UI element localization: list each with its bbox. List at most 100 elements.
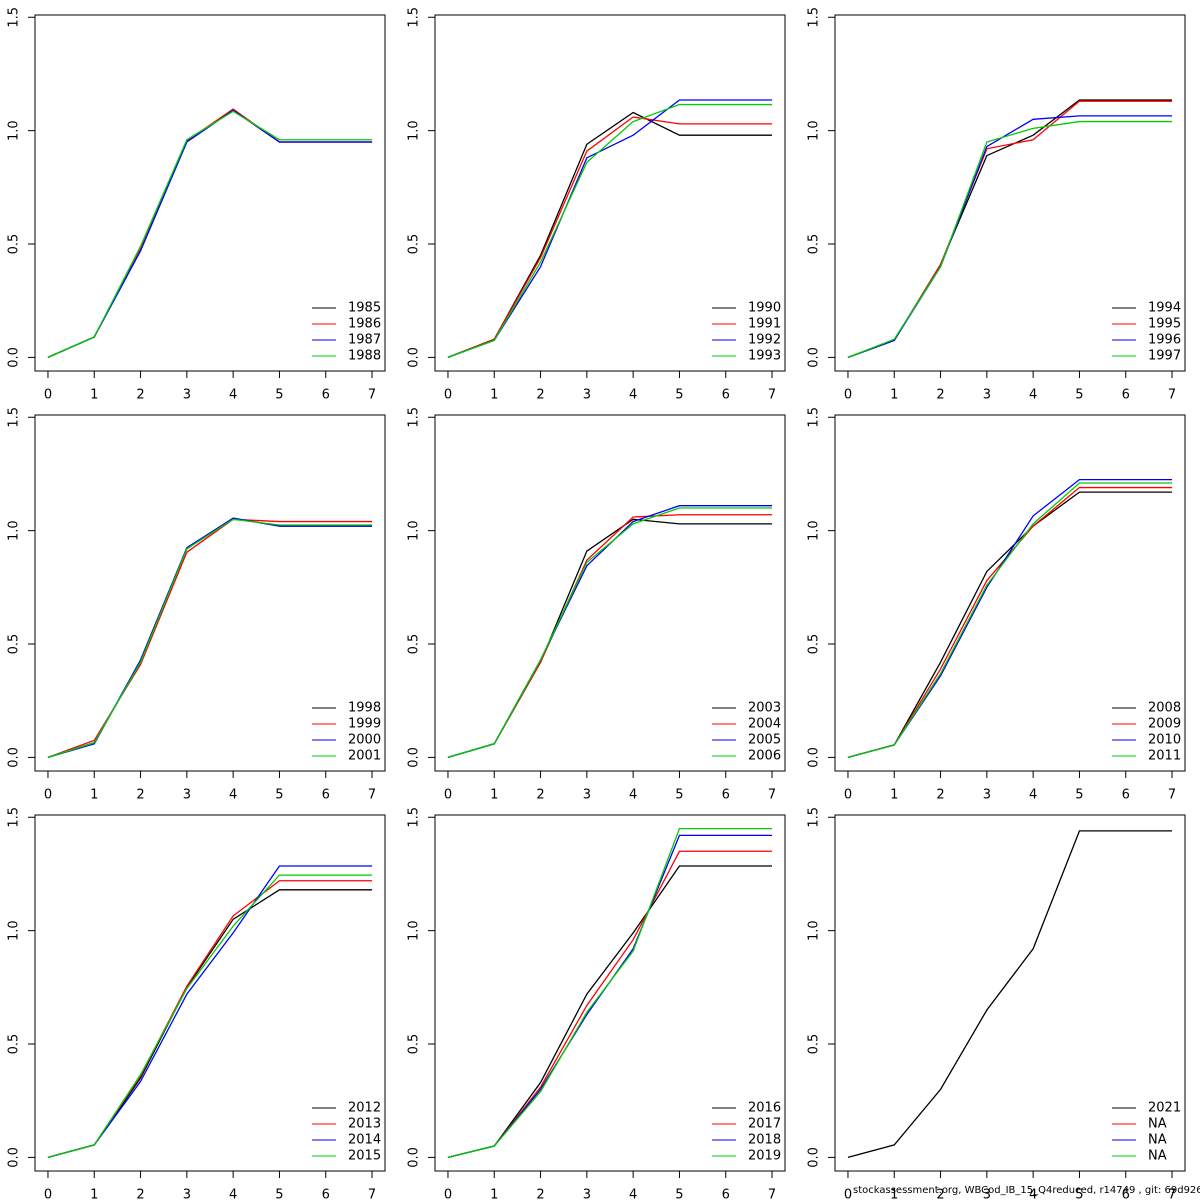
x-tick-label: 1 [890,388,898,403]
legend-label: NA [1148,1117,1167,1132]
x-tick-label: 4 [229,788,237,803]
y-tick-label: 1.5 [7,407,22,428]
x-tick-label: 1 [890,1188,898,1200]
series-line [447,99,773,359]
series-line [47,109,373,358]
x-tick-label: 7 [368,388,376,403]
legend-label: 2001 [348,749,381,764]
legend-label: 1993 [748,349,781,364]
series-line [47,110,373,358]
y-tick-label: 1.5 [807,7,822,28]
x-tick-label: 7 [768,788,776,803]
legend-label: 1999 [348,717,381,732]
x-tick-label: 3 [983,388,991,403]
x-tick-label: 0 [444,1188,452,1200]
x-tick-label: 3 [183,1188,191,1200]
y-tick-label: 1.5 [807,807,822,828]
plot-frame [834,14,1186,372]
legend-label: 1992 [748,333,781,348]
x-tick-label: 5 [675,1188,683,1200]
series-line [447,865,773,1159]
x-tick-label: 5 [275,1188,283,1200]
series-line [47,518,373,759]
y-tick-label: 1.5 [407,807,422,828]
series-line [47,889,373,1159]
plot-frame [834,814,1186,1172]
x-tick-label: 3 [983,1188,991,1200]
y-tick-label: 0.5 [7,234,22,255]
legend-label: 1987 [348,333,381,348]
legend-label: 2000 [348,733,381,748]
x-tick-label: 7 [1168,788,1176,803]
x-tick-label: 2 [136,388,144,403]
y-tick-label: 1.0 [807,120,822,141]
footer: stockassessment.org, WBCod_IB_15_Q4reduc… [853,1185,1200,1196]
legend-label: 2012 [348,1101,381,1116]
x-tick-label: 2 [936,388,944,403]
x-tick-label: 6 [1122,1188,1130,1200]
legend-label: 2005 [748,733,781,748]
x-tick-label: 2 [936,788,944,803]
x-tick-label: 0 [444,788,452,803]
x-tick-label: 5 [275,788,283,803]
y-tick-label: 0.0 [7,347,22,368]
x-tick-label: 1 [90,1188,98,1200]
legend-label: 2017 [748,1117,781,1132]
x-tick-label: 7 [768,1188,776,1200]
x-tick-label: 2 [536,388,544,403]
series-line [847,120,1173,359]
x-tick-label: 2 [136,788,144,803]
legend-label: 2006 [748,749,781,764]
legend-label: 1991 [748,317,781,332]
series-line [47,517,373,759]
y-tick-label: 0.0 [807,347,822,368]
legend-label: 2013 [348,1117,381,1132]
x-tick-label: 2 [936,1188,944,1200]
x-tick-label: 6 [722,1188,730,1200]
y-tick-label: 1.0 [407,520,422,541]
x-tick-label: 0 [44,788,52,803]
x-tick-label: 5 [1075,788,1083,803]
legend-label: 1985 [348,301,381,316]
series-line [447,116,773,359]
y-tick-label: 1.0 [407,920,422,941]
x-tick-label: 0 [844,788,852,803]
y-tick-label: 0.5 [407,1034,422,1055]
y-tick-label: 0.5 [407,234,422,255]
series-line [847,100,1173,359]
series-line [847,491,1173,759]
x-tick-label: 7 [1168,1188,1176,1200]
legend-label: NA [1148,1149,1167,1164]
x-tick-label: 3 [583,1188,591,1200]
y-tick-label: 1.5 [807,407,822,428]
series-line [47,874,373,1159]
x-tick-label: 4 [629,788,637,803]
x-tick-label: 5 [1075,1188,1083,1200]
series-line [47,109,373,358]
series-line [847,478,1173,759]
legend-label: 2004 [748,717,781,732]
plot-frame [34,814,386,1172]
y-tick-label: 0.0 [407,747,422,768]
y-tick-label: 0.5 [7,634,22,655]
series-line [447,111,773,359]
legend-label: 1994 [1148,301,1181,316]
y-tick-label: 0.5 [7,1034,22,1055]
x-tick-label: 6 [322,1188,330,1200]
x-tick-label: 2 [536,1188,544,1200]
x-tick-label: 4 [629,1188,637,1200]
x-tick-label: 5 [675,788,683,803]
legend-label: 2003 [748,701,781,716]
y-tick-label: 1.0 [407,120,422,141]
x-tick-label: 2 [536,788,544,803]
x-tick-label: 1 [90,388,98,403]
legend-label: 2021 [1148,1101,1181,1116]
series-line [47,865,373,1159]
series-line [447,507,773,759]
